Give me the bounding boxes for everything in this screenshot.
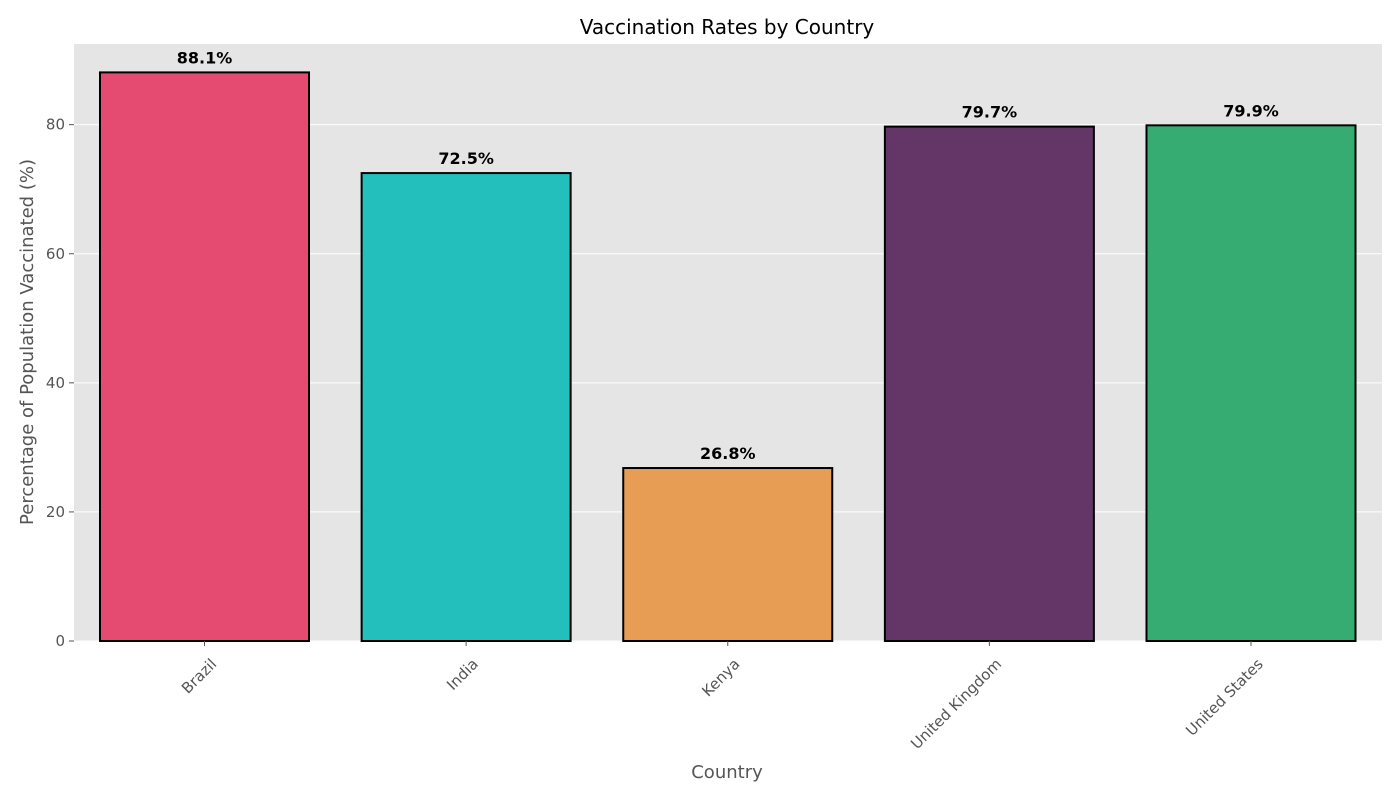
y-tick-label: 0 [55, 632, 65, 650]
y-axis-ticks: 0 20 40 60 80 [46, 116, 74, 650]
x-tick-label-united-states: United States [1182, 655, 1267, 740]
y-tick-label: 60 [46, 245, 65, 263]
value-label-india: 72.5% [438, 149, 494, 168]
y-tick-label: 20 [46, 503, 65, 521]
bar-india [360, 172, 572, 642]
chart-title: Vaccination Rates by Country [580, 15, 875, 39]
x-tick-label-india: India [443, 655, 482, 694]
value-label-united-kingdom: 79.7% [962, 103, 1018, 122]
bars [99, 71, 1357, 643]
y-axis-label: Percentage of Population Vaccinated (%) [17, 159, 38, 525]
y-tick-label: 80 [46, 116, 65, 134]
x-tick-label-brazil: Brazil [178, 655, 220, 697]
value-label-brazil: 88.1% [177, 48, 233, 67]
x-tick-label-united-kingdom: United Kingdom [907, 655, 1005, 753]
x-tick-label-kenya: Kenya [698, 655, 743, 700]
value-label-united-states: 79.9% [1223, 101, 1279, 120]
bar-brazil [99, 71, 310, 643]
x-axis-ticks: Brazil India Kenya United Kingdom United Sta… [178, 641, 1267, 753]
y-tick-label: 40 [46, 374, 65, 392]
x-axis-label: Country [691, 762, 763, 783]
bar-united-kingdom [883, 125, 1095, 643]
bar-kenya [622, 467, 834, 642]
value-label-kenya: 26.8% [700, 444, 756, 463]
value-labels: 88.1% 72.5% 26.8% 79.7% 79.9% [177, 48, 1279, 463]
bar-united-states [1145, 124, 1357, 642]
